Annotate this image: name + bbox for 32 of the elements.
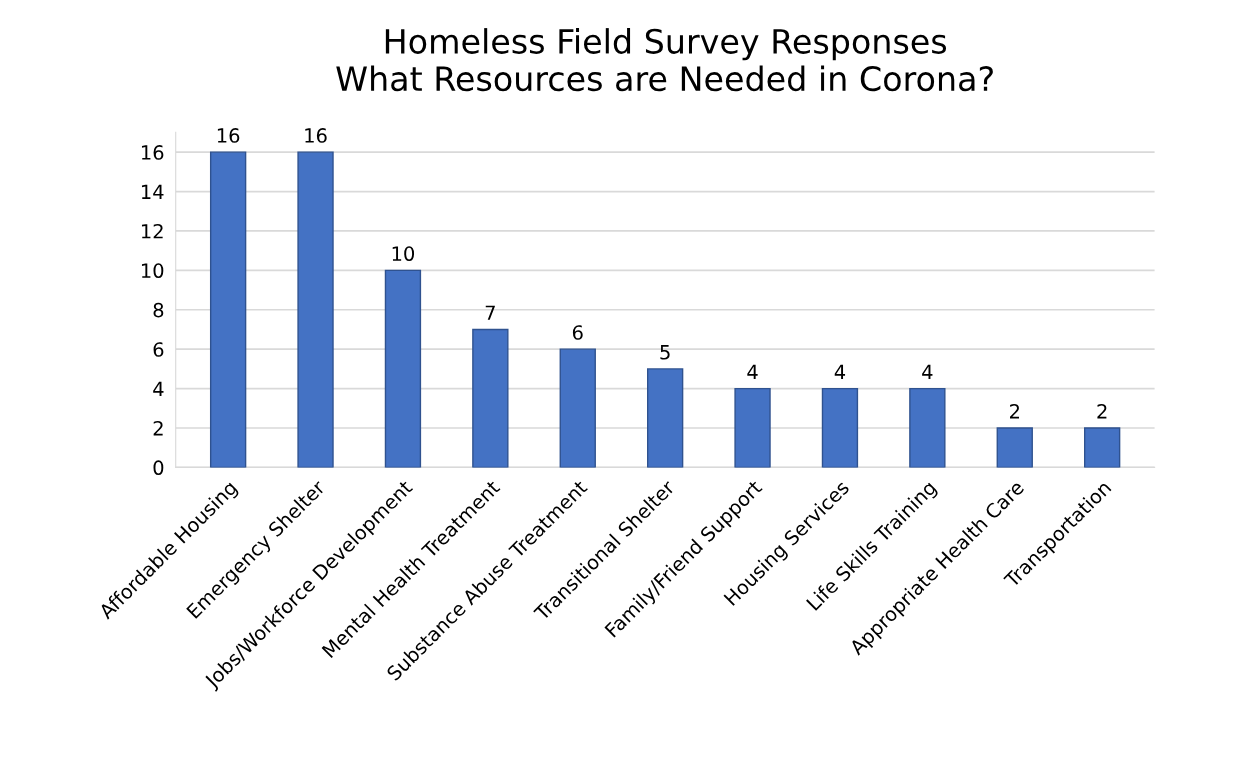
bar <box>1083 427 1121 468</box>
y-tick-label: 16 <box>141 145 164 160</box>
data-label: 6 <box>572 325 583 340</box>
bar <box>734 387 771 468</box>
data-label: 4 <box>834 364 846 379</box>
data-label: 2 <box>1097 403 1107 419</box>
data-label: 4 <box>747 364 758 379</box>
data-label: 7 <box>485 305 495 320</box>
y-tick-label: 8 <box>153 302 164 318</box>
bar <box>821 387 859 468</box>
chart-title: Homeless Field Survey Responses What Resources are Needed in Corona? <box>336 28 993 92</box>
bar <box>559 348 596 468</box>
bar <box>297 151 334 468</box>
y-tick-label: 2 <box>153 420 163 436</box>
data-label: 5 <box>660 345 670 360</box>
data-label: 2 <box>1010 403 1019 419</box>
y-tick-label: 10 <box>141 263 164 279</box>
y-tick-label: 6 <box>153 342 164 357</box>
y-tick-label: 12 <box>141 223 163 239</box>
bar <box>209 151 247 468</box>
y-tick-label: 0 <box>153 460 164 476</box>
y-tick-label: 4 <box>153 381 164 396</box>
data-label: 10 <box>392 246 415 262</box>
bar <box>996 427 1033 468</box>
y-tick-label: 14 <box>141 184 164 199</box>
bar <box>472 328 509 468</box>
data-label: 16 <box>217 128 240 143</box>
data-label: 16 <box>305 128 327 143</box>
bar <box>384 269 422 468</box>
data-label: 4 <box>922 364 933 379</box>
bar <box>646 368 684 468</box>
bar <box>909 387 946 468</box>
